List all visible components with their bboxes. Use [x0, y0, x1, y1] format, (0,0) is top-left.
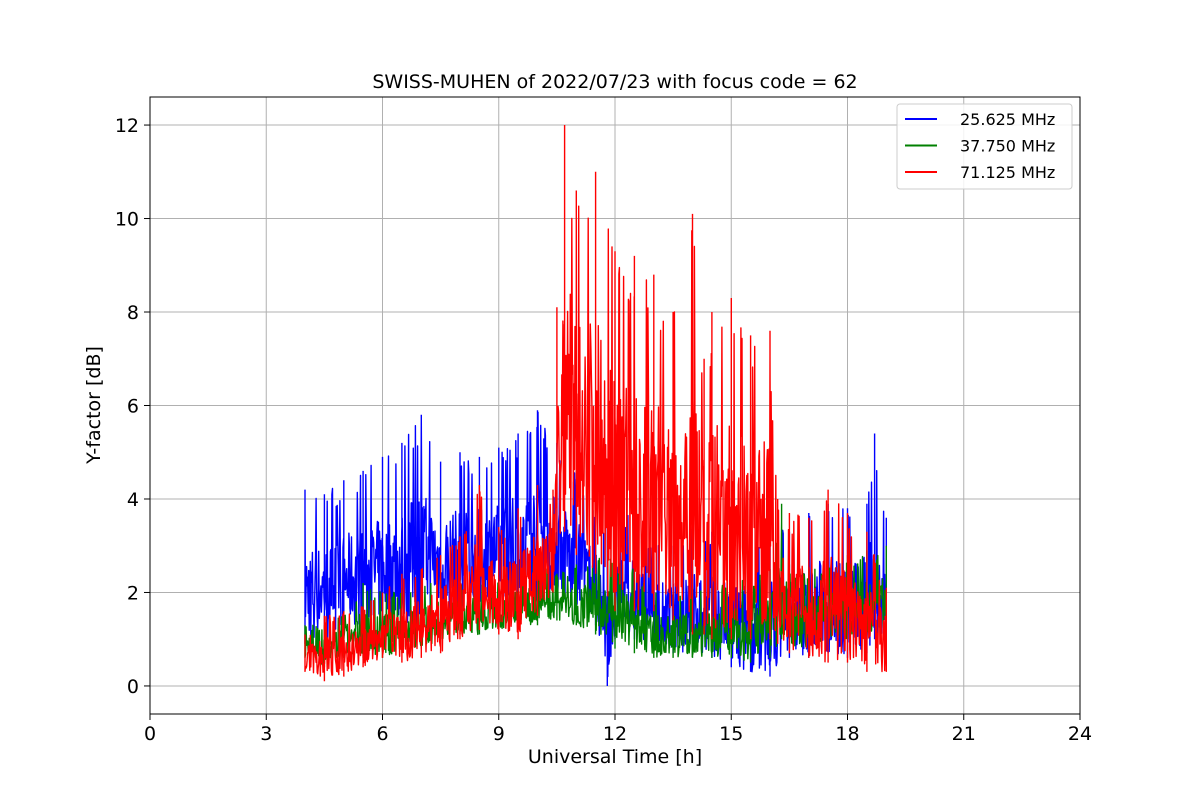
plot-series	[304, 125, 887, 686]
y-tick-label: 6	[127, 396, 139, 418]
legend-label: 71.125 MHz	[960, 163, 1055, 182]
y-tick-label: 0	[127, 676, 139, 698]
x-tick-label: 6	[376, 723, 388, 745]
legend-label: 37.750 MHz	[960, 137, 1055, 156]
y-tick-label: 2	[127, 582, 139, 604]
legend-label: 25.625 MHz	[960, 110, 1055, 129]
x-axis-label: Universal Time [h]	[528, 746, 702, 768]
x-tick-label: 0	[144, 723, 156, 745]
y-tick-label: 4	[127, 489, 139, 511]
x-tick-label: 3	[260, 723, 272, 745]
y-axis-label: Y-factor [dB]	[83, 346, 105, 465]
x-tick-label: 12	[603, 723, 627, 745]
y-tick-label: 8	[127, 302, 139, 324]
series-line	[304, 125, 887, 682]
legend-box	[896, 103, 1073, 190]
legend: 25.625 MHz 37.750 MHz 71.125 MHz	[896, 103, 1073, 190]
x-tick-label: 15	[719, 723, 743, 745]
x-tick-label: 18	[835, 723, 859, 745]
x-tick-label: 9	[493, 723, 505, 745]
x-tick-label: 24	[1068, 723, 1092, 745]
y-tick-label: 10	[115, 209, 139, 231]
y-tick-label: 12	[115, 115, 139, 137]
chart-title: SWISS-MUHEN of 2022/07/23 with focus cod…	[372, 71, 857, 93]
x-tick-label: 21	[952, 723, 976, 745]
